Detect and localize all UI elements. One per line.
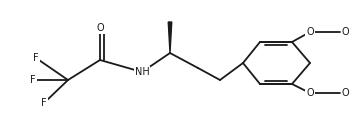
- Text: F: F: [41, 98, 47, 108]
- Text: O: O: [342, 88, 350, 98]
- Text: F: F: [30, 75, 36, 85]
- Polygon shape: [168, 22, 172, 53]
- Text: O: O: [306, 27, 314, 37]
- Text: O: O: [342, 27, 350, 37]
- Text: O: O: [306, 88, 314, 98]
- Text: F: F: [33, 53, 39, 63]
- Text: O: O: [96, 23, 104, 33]
- Text: NH: NH: [135, 67, 149, 77]
